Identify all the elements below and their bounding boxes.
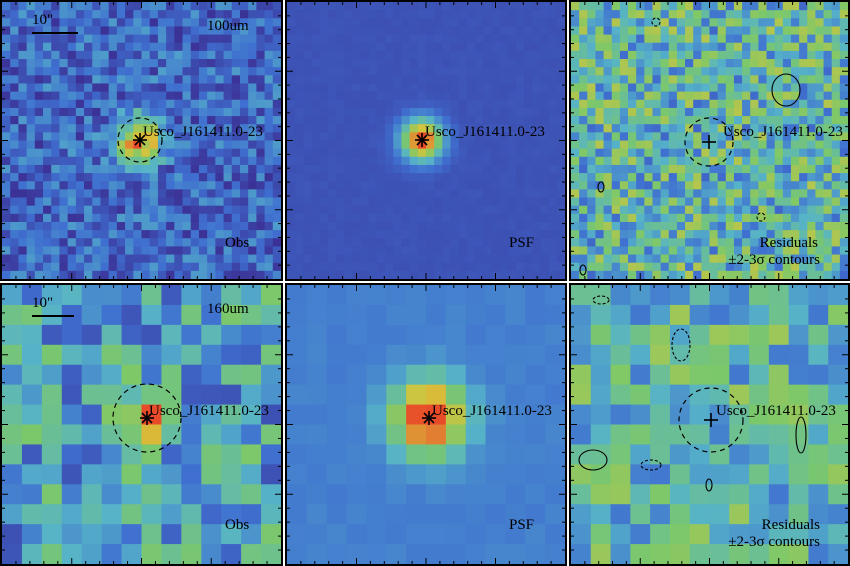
residual-contour <box>597 181 605 193</box>
residuals-100um-panel: Usco_J161411.0-23 Residuals ±2-3σ contou… <box>569 0 850 281</box>
residual-contour <box>579 264 587 276</box>
axis-ticks <box>287 2 565 279</box>
pixel-map <box>571 285 848 564</box>
panel-caption: PSF <box>509 235 535 251</box>
source-name-label: Usco_J161411.0-23 <box>425 124 545 140</box>
source-marker <box>140 411 154 425</box>
axis-ticks <box>2 2 281 279</box>
source-marker <box>415 133 429 147</box>
axis-ticks <box>571 285 848 564</box>
obs-100um-panel: 10" 100um Usco_J161411.0-23 Obs <box>0 0 283 281</box>
source-name-label: Usco_J161411.0-23 <box>723 124 843 140</box>
panel-caption: Obs <box>225 235 250 251</box>
pixel-map <box>2 2 281 279</box>
pixel-map <box>287 285 565 564</box>
panel-caption: Obs <box>225 517 250 533</box>
aperture-circle <box>112 383 182 453</box>
aperture-circle <box>684 117 734 167</box>
psf-100um-panel: Usco_J161411.0-23 PSF <box>285 0 567 281</box>
residual-contour <box>671 328 691 362</box>
residual-contour <box>640 459 662 471</box>
panel-caption-line1: Residuals <box>761 517 820 533</box>
axis-ticks <box>571 2 848 279</box>
psf-100um-image <box>287 2 565 279</box>
residual-contour <box>756 212 766 222</box>
residual-contour <box>651 17 661 27</box>
psf-160um-image <box>287 285 565 564</box>
pixel-map <box>571 2 848 279</box>
obs-160um-image <box>2 285 281 564</box>
residuals-100um-image <box>571 2 848 279</box>
psf-160um-panel: Usco_J161411.0-23 PSF <box>285 283 567 566</box>
panel-caption-line2: ±2-3σ contours <box>728 534 820 550</box>
source-name-label: Usco_J161411.0-23 <box>432 403 552 419</box>
axis-ticks <box>2 285 281 564</box>
source-name-label: Usco_J161411.0-23 <box>149 403 269 419</box>
scalebar <box>32 315 74 317</box>
pixel-map <box>2 285 281 564</box>
residual-contour <box>795 416 807 454</box>
residual-contour <box>771 73 801 107</box>
scalebar-label: 10" <box>32 12 54 28</box>
scalebar-label: 10" <box>32 295 54 311</box>
panel-caption-line2: ±2-3σ contours <box>728 252 820 268</box>
panel-caption-line1: Residuals <box>759 235 818 251</box>
residual-contour <box>592 295 610 305</box>
source-name-label: Usco_J161411.0-23 <box>716 403 836 419</box>
obs-160um-panel: 10" 160um Usco_J161411.0-23 Obs <box>0 283 283 566</box>
residuals-160um-image <box>571 285 848 564</box>
band-label: 100um <box>207 18 249 34</box>
residual-contour <box>705 478 713 492</box>
axis-ticks <box>287 285 565 564</box>
source-marker <box>133 133 147 147</box>
source-name-label: Usco_J161411.0-23 <box>143 124 263 140</box>
panel-caption: PSF <box>509 517 535 533</box>
scalebar <box>32 32 78 34</box>
source-marker <box>422 411 436 425</box>
aperture-circle <box>117 117 163 163</box>
obs-100um-image <box>2 2 281 279</box>
aperture-circle <box>678 387 744 453</box>
band-label: 160um <box>207 301 249 317</box>
source-marker <box>704 413 718 427</box>
residuals-160um-panel: Usco_J161411.0-23 Residuals ±2-3σ contou… <box>569 283 850 566</box>
pixel-map <box>287 2 565 279</box>
source-marker <box>702 135 716 149</box>
residual-contour <box>578 449 608 471</box>
